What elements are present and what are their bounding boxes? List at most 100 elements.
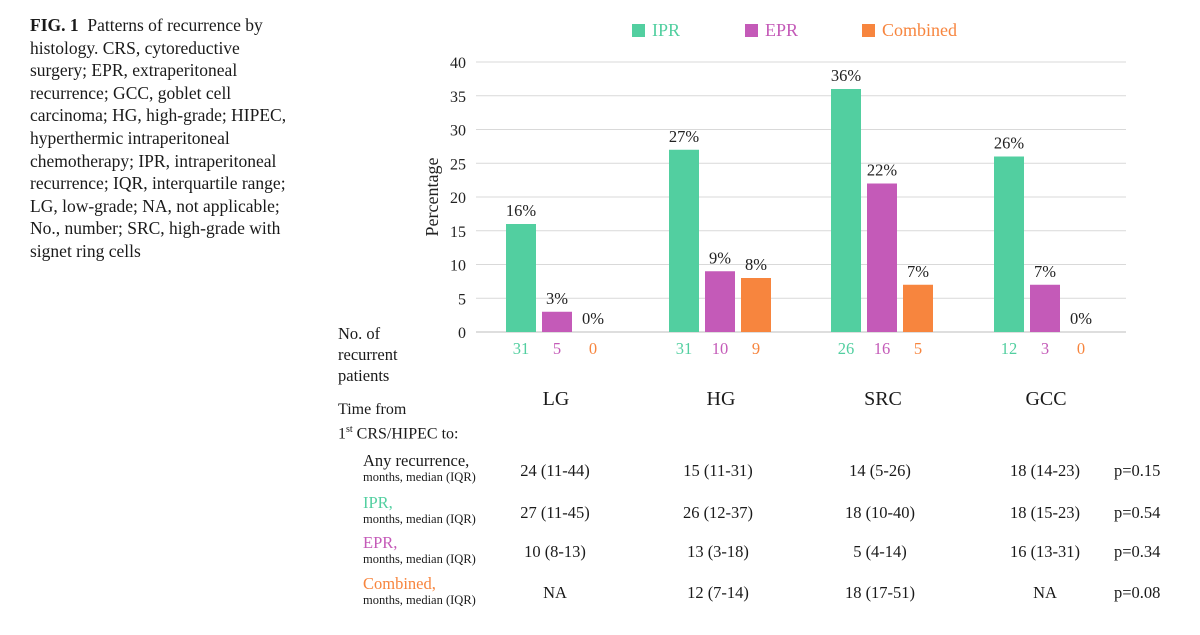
- legend-label-ipr: IPR: [652, 20, 681, 40]
- table-cell: 18 (10-40): [844, 503, 916, 522]
- table-cell: 12 (7-14): [687, 583, 749, 602]
- table-cell: 26 (12-37): [682, 503, 754, 522]
- table-title-suffix: CRS/HIPEC to:: [352, 425, 459, 443]
- table-title-sup: st: [346, 424, 353, 435]
- patient-count: 5: [914, 339, 922, 358]
- counts-label-line-3: patients: [338, 366, 390, 385]
- patient-count: 31: [513, 339, 530, 358]
- y-tick-label: 40: [450, 55, 466, 72]
- column-header-hg: HG: [706, 388, 736, 410]
- bar-combined-src: [903, 284, 933, 332]
- bar-epr-lg: [542, 311, 572, 332]
- data-label: 0%: [1070, 309, 1092, 328]
- y-tick-label: 5: [458, 291, 466, 308]
- row-label-main: Any recurrence,: [363, 451, 470, 470]
- bar-epr-gcc: [1030, 284, 1060, 332]
- row-label-sub: months, median (IQR): [363, 552, 476, 566]
- figure-caption: FIG. 1 Patterns of recurrence by histolo…: [30, 14, 295, 263]
- y-tick-label: 0: [458, 325, 466, 342]
- legend-item-combined: Combined: [862, 20, 957, 41]
- table-title-line-1: Time from: [338, 401, 407, 418]
- patient-count: 0: [1077, 339, 1085, 358]
- row-label-main: Combined,: [363, 574, 436, 593]
- row-label-sub: months, median (IQR): [363, 593, 476, 607]
- table-cell: 18 (14-23): [1009, 461, 1081, 480]
- patient-count: 10: [712, 339, 729, 358]
- data-label: 7%: [907, 262, 929, 281]
- bar-ipr-src: [831, 89, 861, 332]
- table-cell: 24 (11-44): [520, 461, 590, 480]
- table-title-prefix: 1: [338, 425, 346, 443]
- data-label: 8%: [745, 255, 767, 274]
- data-label: 9%: [709, 248, 731, 267]
- row-label-sub: months, median (IQR): [363, 470, 476, 484]
- row-label-main: EPR,: [363, 533, 398, 552]
- patient-count: 16: [874, 339, 891, 358]
- table-cell: 18 (15-23): [1009, 503, 1081, 522]
- legend-item-epr: EPR: [745, 20, 798, 41]
- data-label: 7%: [1034, 262, 1056, 281]
- table-cell: 13 (3-18): [687, 542, 749, 561]
- table-cell: 15 (11-31): [683, 461, 753, 480]
- bar-epr-src: [867, 183, 897, 332]
- row-label-sub: months, median (IQR): [363, 512, 476, 526]
- y-tick-label: 35: [450, 89, 466, 106]
- legend-swatch-ipr: [632, 24, 645, 37]
- data-label: 36%: [831, 66, 862, 85]
- y-tick-label: 10: [450, 258, 466, 275]
- table-cell: NA: [1033, 583, 1057, 602]
- data-label: 0%: [582, 309, 604, 328]
- table-title: Time from 1st CRS/HIPEC to:: [338, 400, 458, 444]
- legend-swatch-combined: [862, 24, 875, 37]
- patient-count: 5: [553, 339, 561, 358]
- patient-count: 12: [1001, 339, 1018, 358]
- y-tick-label: 25: [450, 156, 466, 173]
- row-label-main: IPR,: [363, 493, 393, 512]
- p-value: p=0.34: [1114, 542, 1161, 561]
- data-label: 3%: [546, 289, 568, 308]
- table-cell: 10 (8-13): [524, 542, 586, 561]
- patient-count: 9: [752, 339, 760, 358]
- data-label: 16%: [506, 201, 537, 220]
- bar-combined-hg: [741, 278, 771, 332]
- counts-row-label: No. of recurrent patients: [338, 323, 398, 386]
- counts-label-line-1: No. of: [338, 324, 381, 343]
- data-label: 27%: [669, 127, 700, 146]
- p-value: p=0.15: [1114, 461, 1161, 480]
- patient-count: 0: [589, 339, 597, 358]
- counts-label-line-2: recurrent: [338, 345, 398, 364]
- figure-label: FIG. 1: [30, 15, 79, 35]
- legend-label-combined: Combined: [882, 20, 957, 40]
- y-tick-label: 15: [450, 224, 466, 241]
- legend-swatch-epr: [745, 24, 758, 37]
- patient-count: 3: [1041, 339, 1049, 358]
- data-label: 22%: [867, 161, 898, 180]
- y-tick-label: 30: [450, 123, 466, 140]
- table-cell: 18 (17-51): [844, 583, 916, 602]
- column-header-lg: LG: [542, 388, 570, 410]
- p-value: p=0.08: [1114, 583, 1161, 602]
- bar-epr-hg: [705, 271, 735, 332]
- bar-ipr-hg: [669, 149, 699, 332]
- table-cell: 5 (4-14): [853, 542, 907, 561]
- patient-count: 26: [838, 339, 855, 358]
- bar-ipr-lg: [506, 224, 536, 332]
- patient-count: 31: [676, 339, 693, 358]
- y-tick-label: 20: [450, 190, 466, 207]
- bar-ipr-gcc: [994, 156, 1024, 332]
- table-cell: NA: [543, 583, 567, 602]
- row-label-ipr: IPR, months, median (IQR): [363, 493, 476, 527]
- caption-text: Patterns of recurrence by histology. CRS…: [30, 15, 287, 261]
- table-cell: 14 (5-26): [849, 461, 911, 480]
- column-header-src: SRC: [864, 388, 902, 410]
- data-label: 26%: [994, 134, 1025, 153]
- legend-item-ipr: IPR: [632, 20, 680, 41]
- row-label-combined: Combined, months, median (IQR): [363, 574, 476, 608]
- row-label-any: Any recurrence, months, median (IQR): [363, 451, 476, 485]
- p-value: p=0.54: [1114, 503, 1161, 522]
- column-header-gcc: GCC: [1025, 388, 1067, 410]
- table-cell: 16 (13-31): [1009, 542, 1081, 561]
- row-label-epr: EPR, months, median (IQR): [363, 533, 476, 567]
- legend-label-epr: EPR: [765, 20, 799, 40]
